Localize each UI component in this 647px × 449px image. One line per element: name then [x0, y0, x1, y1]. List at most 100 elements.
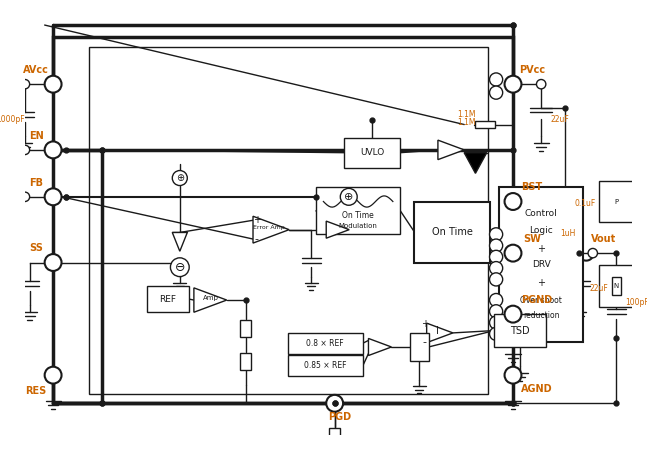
Text: -: -: [255, 234, 259, 244]
Circle shape: [490, 250, 503, 264]
Circle shape: [45, 367, 61, 383]
Bar: [499, 187, 584, 342]
Text: SS: SS: [29, 243, 43, 253]
Polygon shape: [438, 140, 464, 160]
Text: Over shoot: Over shoot: [520, 296, 562, 305]
Polygon shape: [253, 216, 289, 243]
Circle shape: [20, 79, 30, 89]
Bar: [344, 138, 400, 168]
Text: 0.85 × REF: 0.85 × REF: [304, 361, 347, 370]
Circle shape: [490, 327, 503, 340]
Text: 1.1M: 1.1M: [457, 118, 476, 127]
Circle shape: [505, 245, 521, 262]
Text: Error Amp: Error Amp: [253, 225, 285, 230]
Bar: [415, 202, 490, 263]
Text: REF: REF: [160, 295, 177, 304]
Circle shape: [505, 76, 521, 92]
Circle shape: [172, 171, 188, 185]
Bar: [474, 121, 495, 128]
Text: PGND: PGND: [521, 295, 552, 305]
Circle shape: [490, 86, 503, 99]
Polygon shape: [368, 339, 391, 356]
Text: +: +: [537, 278, 545, 288]
Bar: [288, 356, 363, 376]
Text: On Time: On Time: [342, 211, 374, 220]
Bar: [410, 333, 428, 361]
Text: ⊕: ⊕: [176, 173, 184, 183]
Polygon shape: [172, 233, 188, 251]
Text: +: +: [253, 215, 261, 225]
Text: +: +: [421, 318, 429, 329]
Text: ⊖: ⊖: [175, 261, 185, 274]
Bar: [316, 187, 400, 234]
Circle shape: [45, 189, 61, 205]
Text: N: N: [613, 283, 619, 289]
Circle shape: [20, 192, 30, 202]
Text: Logic: Logic: [529, 226, 553, 235]
Text: P: P: [614, 198, 619, 204]
Circle shape: [490, 73, 503, 86]
Text: TSD: TSD: [510, 326, 530, 335]
Text: PGD: PGD: [328, 412, 351, 422]
Circle shape: [490, 305, 503, 318]
Text: Vout: Vout: [591, 234, 617, 244]
Text: EN: EN: [29, 131, 43, 141]
Text: 1000pF: 1000pF: [0, 115, 25, 124]
Text: 1uH: 1uH: [561, 229, 576, 238]
Text: FB: FB: [29, 177, 43, 188]
Text: AGND: AGND: [521, 384, 553, 394]
Bar: [89, 47, 488, 394]
Text: Amp: Amp: [203, 295, 219, 301]
Bar: [288, 333, 363, 353]
Text: Modulation: Modulation: [338, 223, 378, 229]
Bar: [240, 320, 251, 337]
Bar: [147, 286, 189, 312]
Circle shape: [536, 79, 546, 89]
Text: ⊕: ⊕: [344, 192, 353, 202]
Circle shape: [170, 258, 189, 277]
Bar: [599, 181, 633, 222]
Polygon shape: [426, 323, 453, 343]
Text: BST: BST: [521, 182, 542, 192]
Text: 22uF: 22uF: [590, 284, 609, 293]
Text: reduction: reduction: [523, 312, 560, 321]
Text: AVcc: AVcc: [23, 65, 49, 75]
Circle shape: [45, 76, 61, 92]
Circle shape: [490, 294, 503, 307]
Text: Control: Control: [525, 209, 558, 218]
Circle shape: [326, 395, 343, 412]
Text: -: -: [422, 337, 427, 347]
Text: I: I: [435, 326, 439, 336]
Bar: [329, 428, 340, 445]
Text: RES: RES: [26, 386, 47, 396]
Circle shape: [505, 367, 521, 383]
Bar: [599, 265, 633, 307]
Circle shape: [588, 248, 597, 258]
Bar: [53, 37, 513, 403]
Circle shape: [490, 316, 503, 329]
Polygon shape: [326, 221, 349, 238]
Circle shape: [45, 254, 61, 271]
Text: 0.1uF: 0.1uF: [575, 199, 596, 208]
Polygon shape: [194, 288, 226, 312]
Text: PVcc: PVcc: [519, 65, 545, 75]
Text: 100pF: 100pF: [625, 298, 647, 307]
Text: +: +: [537, 244, 545, 255]
Bar: [330, 442, 340, 449]
Circle shape: [490, 273, 503, 286]
Text: UVLO: UVLO: [360, 148, 384, 157]
Text: 1.1M: 1.1M: [457, 110, 476, 119]
Circle shape: [490, 239, 503, 252]
Polygon shape: [464, 153, 487, 173]
Circle shape: [45, 141, 61, 158]
Circle shape: [490, 262, 503, 275]
Bar: [240, 352, 251, 370]
Text: 22uF: 22uF: [551, 115, 569, 124]
Circle shape: [490, 228, 503, 241]
Circle shape: [340, 189, 357, 205]
Bar: [494, 314, 546, 347]
Circle shape: [20, 145, 30, 154]
Text: 0.8 × REF: 0.8 × REF: [307, 339, 344, 348]
Circle shape: [505, 306, 521, 322]
Bar: [611, 277, 621, 295]
